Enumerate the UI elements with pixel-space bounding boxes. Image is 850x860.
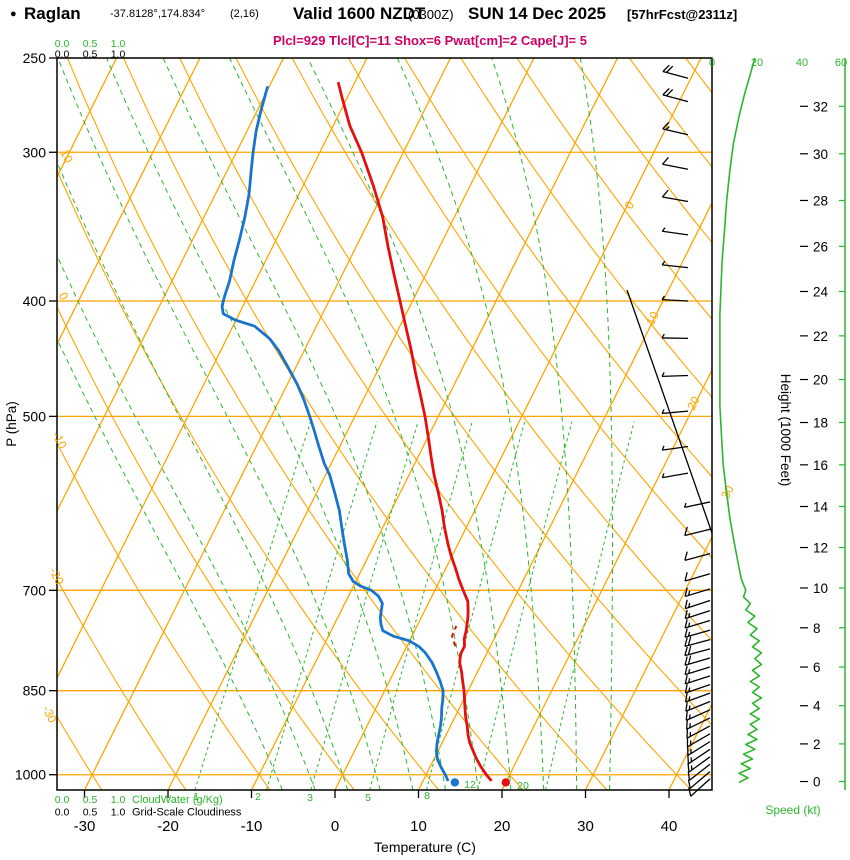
- valid-time: Valid 1600 NZDT: [293, 4, 426, 23]
- temperature-axis-title: Temperature (C): [374, 839, 476, 855]
- svg-text:8: 8: [424, 790, 430, 802]
- grid-point: (2,16): [230, 8, 259, 20]
- wind-speed-curve: [719, 57, 763, 784]
- svg-text:0.0: 0.0: [55, 807, 70, 819]
- svg-text:0.5: 0.5: [83, 38, 98, 50]
- cloudiness-label: Grid-Scale Cloudiness: [132, 807, 242, 819]
- svg-text:14: 14: [813, 499, 829, 514]
- skewt-background: [57, 58, 712, 790]
- station-coordinates: -37.8128°,174.834°: [110, 8, 206, 20]
- svg-text:12: 12: [464, 779, 476, 791]
- svg-text:1000: 1000: [15, 767, 46, 783]
- svg-text:10: 10: [643, 309, 662, 328]
- svg-text:20: 20: [684, 394, 703, 413]
- svg-text:700: 700: [23, 582, 47, 598]
- svg-text:30: 30: [718, 483, 737, 502]
- svg-text:0: 0: [709, 57, 715, 69]
- svg-text:2: 2: [255, 791, 261, 803]
- surface-temperature-marker: [501, 778, 510, 787]
- svg-text:12: 12: [813, 541, 828, 556]
- svg-text:1.0: 1.0: [111, 794, 126, 806]
- wind-barbs-group: [661, 64, 711, 797]
- svg-text:-20: -20: [157, 818, 179, 835]
- svg-text:20: 20: [494, 818, 511, 835]
- temperature-curve: [336, 81, 493, 782]
- svg-text:10: 10: [410, 818, 427, 835]
- svg-text:300: 300: [23, 144, 47, 160]
- valid-time-zulu: (0300Z): [408, 7, 454, 22]
- svg-text:250: 250: [23, 50, 47, 66]
- svg-text:40: 40: [796, 57, 808, 69]
- svg-text:30: 30: [577, 818, 594, 835]
- svg-text:4: 4: [813, 699, 821, 714]
- svg-text:-20: -20: [46, 565, 66, 587]
- svg-text:1.0: 1.0: [111, 38, 126, 50]
- station-name: Raglan: [24, 4, 81, 23]
- svg-text:1: 1: [193, 791, 199, 803]
- forecast-info: [57hrFcst@2311z]: [627, 7, 738, 22]
- svg-text:20: 20: [517, 780, 529, 792]
- svg-text:850: 850: [23, 683, 47, 699]
- svg-text:0.5: 0.5: [83, 49, 98, 61]
- svg-text:1.0: 1.0: [111, 807, 126, 819]
- valid-date: SUN 14 Dec 2025: [468, 4, 606, 23]
- svg-text:0.5: 0.5: [83, 794, 98, 806]
- dewpoint-curve: [220, 85, 450, 782]
- cloud-scales: 0.00.00.50.51.01.00.00.00.50.51.01.0Clou…: [55, 38, 242, 819]
- svg-text:18: 18: [813, 416, 828, 431]
- svg-text:0: 0: [813, 775, 821, 790]
- stability-indices: Plcl=929 Tlcl[C]=11 Shox=6 Pwat[cm]=2 Ca…: [273, 33, 587, 48]
- svg-text:30: 30: [813, 147, 828, 162]
- svg-text:6: 6: [813, 660, 821, 675]
- parcel-segment: [450, 625, 458, 647]
- svg-text:26: 26: [813, 239, 828, 254]
- svg-text:60: 60: [835, 57, 847, 69]
- height-axis-title: Height (1000 Feet): [778, 374, 793, 487]
- svg-text:3: 3: [307, 792, 313, 804]
- moist-adiabats: [57, 58, 613, 790]
- plot-border: [56, 57, 713, 791]
- svg-text:0: 0: [331, 818, 339, 835]
- svg-text:0.0: 0.0: [55, 49, 70, 61]
- svg-text:28: 28: [813, 193, 828, 208]
- svg-text:8: 8: [813, 621, 821, 636]
- svg-text:-10: -10: [241, 818, 263, 835]
- svg-text:-10: -10: [49, 429, 69, 451]
- station-bullet-icon: ●: [10, 8, 17, 20]
- svg-text:16: 16: [813, 458, 828, 473]
- svg-text:2: 2: [813, 737, 821, 752]
- mixing-ratio-lines: [194, 421, 635, 790]
- svg-text:0.0: 0.0: [55, 38, 70, 50]
- svg-text:40: 40: [661, 818, 678, 835]
- svg-text:20: 20: [813, 373, 828, 388]
- svg-text:1.0: 1.0: [111, 49, 126, 61]
- svg-text:10: 10: [813, 581, 828, 596]
- svg-text:5: 5: [365, 792, 371, 804]
- svg-text:22: 22: [813, 329, 828, 344]
- svg-text:0.0: 0.0: [55, 794, 70, 806]
- svg-text:10: 10: [57, 147, 76, 166]
- speed-axis-title: Speed (kt): [765, 803, 820, 817]
- skew-cut-line: [626, 289, 713, 534]
- surface-dewpoint-marker: [450, 778, 460, 787]
- svg-text:32: 32: [813, 99, 828, 114]
- pressure-axis-title: P (hPa): [4, 401, 19, 447]
- svg-text:24: 24: [813, 284, 829, 299]
- svg-text:-30: -30: [74, 818, 96, 835]
- dry-adiabats: [57, 58, 712, 790]
- svg-text:400: 400: [23, 293, 47, 309]
- svg-text:0.5: 0.5: [83, 807, 98, 819]
- cloudwater-label: CloudWater (g/Kg): [132, 794, 223, 806]
- svg-text:500: 500: [23, 408, 47, 424]
